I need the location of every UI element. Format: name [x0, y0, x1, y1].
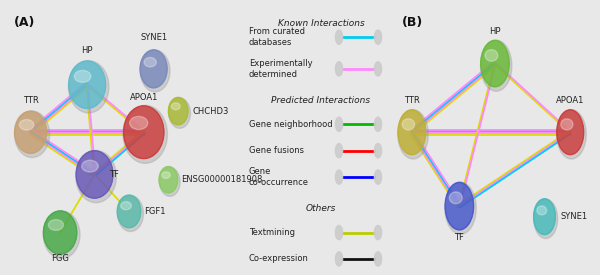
Text: FGG: FGG — [51, 254, 69, 263]
Text: Co-expression: Co-expression — [249, 254, 309, 263]
Text: Textmining: Textmining — [249, 228, 295, 237]
Text: SYNE1: SYNE1 — [140, 33, 167, 42]
Ellipse shape — [374, 144, 382, 158]
Text: Gene neighborhood: Gene neighborhood — [249, 120, 332, 129]
Ellipse shape — [537, 206, 547, 215]
Text: (B): (B) — [402, 16, 423, 29]
Ellipse shape — [335, 226, 343, 240]
Ellipse shape — [169, 97, 188, 125]
Text: SYNE1: SYNE1 — [560, 212, 587, 221]
Ellipse shape — [140, 50, 167, 88]
Ellipse shape — [69, 61, 106, 108]
Ellipse shape — [118, 196, 143, 232]
Text: Known Interactions: Known Interactions — [278, 19, 364, 28]
Text: APOA1: APOA1 — [130, 94, 158, 102]
Ellipse shape — [374, 252, 382, 266]
Ellipse shape — [14, 111, 47, 153]
Ellipse shape — [481, 40, 512, 91]
Ellipse shape — [335, 117, 343, 131]
Ellipse shape — [49, 219, 64, 230]
Text: TF: TF — [109, 170, 119, 179]
Ellipse shape — [121, 202, 131, 210]
Ellipse shape — [160, 167, 180, 196]
Ellipse shape — [172, 103, 180, 110]
Ellipse shape — [43, 211, 80, 258]
Ellipse shape — [449, 192, 462, 204]
Ellipse shape — [19, 120, 34, 130]
Ellipse shape — [117, 195, 141, 228]
Ellipse shape — [68, 61, 109, 113]
Ellipse shape — [557, 110, 584, 155]
Ellipse shape — [402, 119, 415, 130]
Ellipse shape — [481, 40, 509, 87]
Text: (A): (A) — [13, 16, 35, 29]
Ellipse shape — [140, 50, 170, 92]
Text: Experimentally
determined: Experimentally determined — [249, 59, 313, 79]
Ellipse shape — [76, 150, 116, 203]
Ellipse shape — [14, 111, 50, 158]
Ellipse shape — [561, 119, 573, 130]
Ellipse shape — [374, 117, 382, 131]
Text: CHCHD3: CHCHD3 — [193, 107, 229, 116]
Ellipse shape — [335, 252, 343, 266]
Ellipse shape — [374, 62, 382, 76]
Ellipse shape — [398, 110, 426, 155]
Ellipse shape — [533, 199, 556, 235]
Ellipse shape — [82, 160, 98, 172]
Text: Predicted Interactions: Predicted Interactions — [271, 96, 371, 105]
Ellipse shape — [162, 172, 170, 178]
Ellipse shape — [335, 62, 343, 76]
Ellipse shape — [445, 182, 476, 234]
Ellipse shape — [374, 226, 382, 240]
Text: HP: HP — [82, 46, 93, 55]
Ellipse shape — [374, 30, 382, 44]
Ellipse shape — [130, 116, 148, 130]
Text: From curated
databases: From curated databases — [249, 28, 305, 47]
Ellipse shape — [144, 57, 157, 67]
Text: TTR: TTR — [23, 96, 38, 105]
Ellipse shape — [335, 144, 343, 158]
Ellipse shape — [123, 105, 167, 163]
Text: HP: HP — [489, 28, 501, 36]
Ellipse shape — [398, 110, 428, 159]
Text: ENSG00000181908: ENSG00000181908 — [181, 175, 262, 184]
Ellipse shape — [124, 106, 164, 159]
Ellipse shape — [335, 170, 343, 184]
Text: FGF1: FGF1 — [144, 207, 165, 216]
Ellipse shape — [445, 182, 473, 230]
Text: TF: TF — [454, 233, 464, 242]
Text: APOA1: APOA1 — [556, 96, 584, 105]
Ellipse shape — [557, 110, 586, 159]
Text: TTR: TTR — [404, 96, 420, 105]
Ellipse shape — [534, 199, 557, 238]
Ellipse shape — [335, 30, 343, 44]
Ellipse shape — [374, 170, 382, 184]
Ellipse shape — [74, 70, 91, 82]
Ellipse shape — [169, 98, 191, 128]
Text: Gene
co-occurrence: Gene co-occurrence — [249, 167, 309, 187]
Ellipse shape — [43, 211, 77, 254]
Ellipse shape — [485, 50, 498, 61]
Ellipse shape — [76, 151, 113, 198]
Ellipse shape — [159, 167, 178, 193]
Text: Others: Others — [306, 204, 336, 213]
Text: Gene fusions: Gene fusions — [249, 146, 304, 155]
